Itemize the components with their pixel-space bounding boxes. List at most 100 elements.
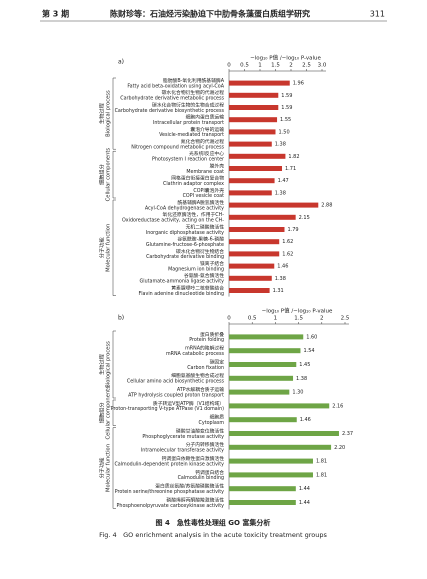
category-en: Carbohydrate derivative binding [146,254,224,260]
group-label-zh: 分子功能 [98,458,106,479]
panel-label: b) [118,315,124,322]
category-zh: 氮化合物的代谢过程 [181,138,224,145]
category-zh: 分子内转移酶活性 [186,441,225,448]
x-tick-label: 3.0 [318,63,327,69]
category-en: Carbon fixation [187,365,224,371]
category-zh: 细胞氨基酸生物合成过程 [171,372,224,379]
group-bracket [112,150,116,199]
value-label: 2.37 [342,431,353,437]
category-zh: 细胞质 [210,414,225,421]
x-axis-label: −log₁₀ P值 /−log₁₀ P-value [262,307,333,315]
bar [229,458,313,464]
category-en: Calmodulin-dependent protein kinase acti… [114,461,224,467]
category-en: Glutamine-fructose-6-phosphate [146,242,224,248]
category-zh: 谷氨酸-氨合酶活性 [184,272,224,279]
x-tick-label: 0 [227,316,231,322]
category-en: Vesicle-mediated transport [159,132,224,138]
category-en: Carbohydrate derivative metabolic proces… [120,96,224,102]
category-en: Clathrin adaptor complex [163,181,224,187]
bar [229,166,283,171]
bar [229,362,297,367]
x-tick-label: 1.5 [271,63,280,69]
category-zh: 谷氨酰胺-果糖-6-磷酸 [177,236,224,243]
value-label: 1.59 [281,93,292,99]
category-zh: 蛋白质丝氨酸/苏氨酸磷酸酶活性 [155,483,224,490]
group-label-zh: 生物过程 [98,354,106,375]
value-label: 1.79 [287,227,298,233]
x-tick-label: 0.5 [240,63,249,69]
category-en: Photosystem I reaction center [152,157,224,163]
category-zh: mRNA的降解过程 [185,345,224,352]
category-en: Nitrogen compound metabolic process [131,144,224,150]
bar [229,153,286,159]
bar [229,92,279,98]
category-en: Membrane coat [186,169,224,175]
category-zh: 网格蛋白衔接蛋白复合物 [171,175,224,182]
bar [229,227,285,232]
caption-en: Fig. 4 GO enrichment analysis in the acu… [99,531,327,539]
value-label: 1.38 [275,276,286,282]
category-zh: 质子转运V型ATP酶（V1结构域） [153,400,224,407]
category-en: Magnesium ion binding [168,266,224,272]
value-label: 1.62 [282,251,293,257]
group-bracket [112,427,116,509]
x-tick-label: 1 [258,63,262,69]
bar [229,214,296,220]
bar [229,500,296,505]
group-bracket [112,399,116,426]
x-tick-label: 2.5 [341,316,350,322]
category-en: ATP hydrolysis coupled proton transport [128,392,224,398]
value-label: 1.96 [293,81,304,87]
bar [229,375,294,381]
group-bracket [112,77,116,150]
category-en: COPI vesicle coat [183,193,225,199]
category-zh: 镁离子结合 [200,260,224,267]
issue: 第 3 期 [42,9,69,19]
category-zh: ATP水解耦合质子运输 [177,386,224,393]
bar [229,417,297,423]
page-number: 311 [370,10,385,19]
category-en: Proton-transporting V-type ATPase (V1 do… [111,406,224,412]
category-zh: 膜外壳 [210,162,225,169]
category-zh: 钙调蛋白依赖性蛋白激酶活性 [162,455,225,462]
category-zh: 黄素腺嘌呤二核苷酸结合 [171,284,224,291]
x-tick-label: 1.5 [294,316,303,322]
group-label-en: Molecular function [106,444,112,492]
category-zh: 囊泡介导的运输 [190,126,224,133]
bar [229,129,276,135]
value-label: 1.62 [282,239,293,245]
value-label: 2.15 [299,215,310,221]
bar [229,444,332,450]
category-en: Flavin adenine dinucleotide binding [138,291,224,297]
group-label-en: Biological process [106,341,112,388]
bar [229,178,275,184]
category-zh: 碳水化合物衍生物的代谢过程 [162,89,225,96]
x-tick-label: 1 [274,316,278,322]
x-tick-label: 2.5 [302,63,311,69]
bar [229,239,280,245]
x-tick-label: 2 [320,316,324,322]
value-label: 1.46 [277,264,288,270]
bar [229,275,272,281]
value-label: 2.88 [321,203,332,209]
category-zh: 无机二磷酸酶活性 [186,223,225,230]
bar [229,202,319,208]
value-label: 1.54 [303,348,314,354]
category-en: Cytoplasm [199,420,225,426]
value-label: 1.38 [296,376,307,382]
value-label: 2.16 [332,403,343,409]
group-bracket [112,330,116,399]
category-en: mRNA catabolic process [166,351,225,357]
bar [229,80,290,86]
bar [229,288,270,293]
value-label: 1.44 [299,500,310,506]
category-zh: 氧化还原酶活性，作用于CH- [163,211,225,218]
bar [229,348,301,354]
bar [229,472,313,478]
bar [229,334,304,340]
group-label-en: Cellular components [106,386,112,440]
bar [229,431,339,436]
category-en: Acyl-CoA dehydrogenase activity [145,205,224,211]
